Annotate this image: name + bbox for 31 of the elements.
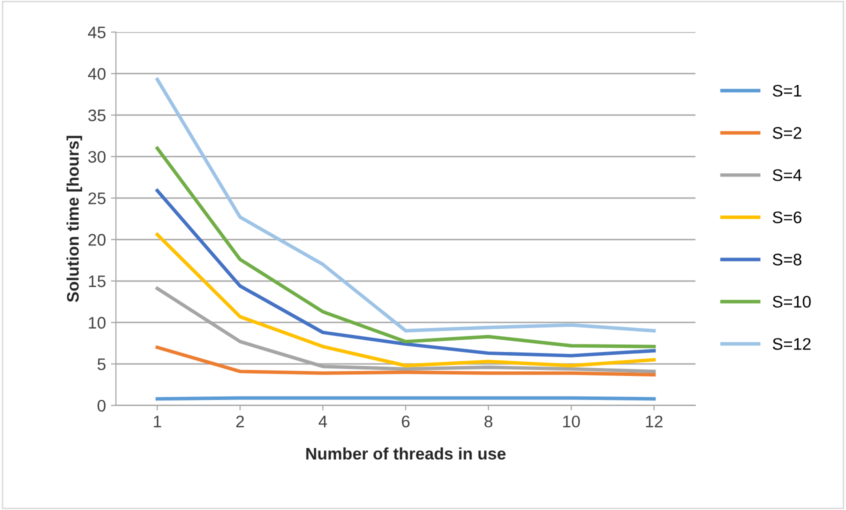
y-tick-label: 15	[88, 276, 106, 288]
line-series	[156, 146, 656, 348]
x-tick-label: 10	[563, 416, 580, 428]
y-tick-label: 0	[98, 400, 106, 412]
legend-label: S=12	[772, 338, 811, 350]
y-tick-label: 45	[88, 26, 106, 38]
y-tick-label: 10	[88, 316, 106, 329]
legend-label: S=8	[772, 254, 802, 266]
x-tick-label: 8	[484, 416, 492, 428]
line-series	[156, 78, 656, 333]
y-tick-label: 35	[88, 109, 106, 122]
x-tick-label: 4	[318, 416, 328, 428]
y-tick-label: 30	[88, 150, 106, 163]
x-axis-title: Number of threads in use	[306, 447, 506, 460]
x-tick-label: 6	[402, 416, 410, 428]
x-tick-label: 12	[646, 416, 662, 428]
y-tick-label: 5	[98, 358, 106, 370]
y-tick-label: 20	[88, 234, 106, 246]
legend-label: S=4	[772, 169, 802, 182]
y-tick-label: 25	[88, 192, 106, 204]
x-tick-label: 2	[236, 416, 244, 428]
y-tick-label: 40	[88, 68, 106, 80]
line-series	[156, 232, 656, 368]
legend-label: S=10	[772, 296, 811, 308]
legend-label: S=1	[772, 84, 802, 97]
y-axis-title: Solution time [hours]	[66, 136, 82, 302]
legend-label: S=2	[772, 127, 802, 139]
x-tick-label: 1	[154, 416, 162, 428]
legend-label: S=6	[772, 211, 802, 224]
line-series	[156, 346, 656, 376]
line-series	[156, 188, 656, 358]
